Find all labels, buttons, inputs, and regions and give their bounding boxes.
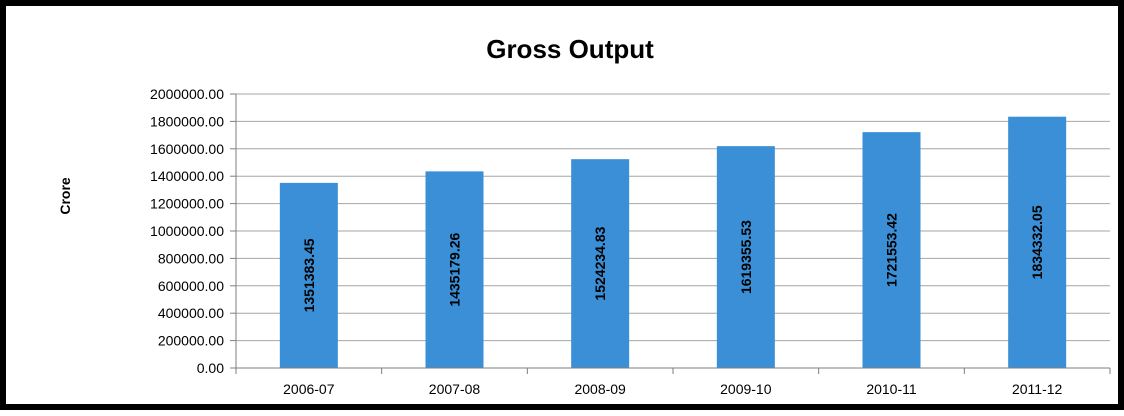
y-tick-label: 1600000.00 <box>150 141 224 157</box>
bar-2009-10 <box>716 146 775 368</box>
x-tick-label: 2008-09 <box>574 381 626 397</box>
bar-value-label: 1721553.42 <box>884 213 900 287</box>
bar-value-label: 1834332.05 <box>1029 205 1045 279</box>
gross-output-chart: Gross Output Crore 1351383.45 1435179.26 1… <box>57 34 1111 397</box>
y-tick-label: 2000000.00 <box>150 86 224 102</box>
x-tick-label: 2010-11 <box>866 381 917 397</box>
bar-2006-07 <box>279 182 338 368</box>
y-axis-label: Crore <box>57 177 73 215</box>
bar-value-label: 1351383.45 <box>301 238 317 312</box>
y-tick-label: 200000.00 <box>158 333 224 349</box>
bar-2008-09 <box>571 159 630 368</box>
x-tick-label: 2007-08 <box>429 381 481 397</box>
y-tick-label: 1400000.00 <box>150 168 224 184</box>
y-tick-labels: 0.00 200000.00 400000.00 600000.00 800000.00… <box>150 86 224 376</box>
y-tick-label: 1800000.00 <box>150 113 224 129</box>
bar-value-label: 1435179.26 <box>447 232 463 306</box>
y-tick-label: 0.00 <box>197 360 224 376</box>
grid-lines <box>230 93 1110 369</box>
y-tick-label: 1200000.00 <box>150 196 224 212</box>
x-tick-label: 2011-12 <box>1012 381 1063 397</box>
y-tick-label: 400000.00 <box>158 305 224 321</box>
y-tick-label: 1000000.00 <box>150 223 224 239</box>
bars: 1351383.45 1435179.26 1524234.83 1619355.53… <box>279 116 1067 369</box>
bar-2007-08 <box>425 171 484 368</box>
y-tick-label: 800000.00 <box>158 250 224 266</box>
x-tick-label: 2006-07 <box>283 381 335 397</box>
bar-value-label: 1619355.53 <box>738 220 754 294</box>
bar-2011-12 <box>1008 116 1067 369</box>
bar-value-label: 1524234.83 <box>592 226 608 300</box>
axes <box>235 94 1111 374</box>
x-tick-label: 2009-10 <box>720 381 772 397</box>
bar-2010-11 <box>862 132 921 368</box>
y-tick-label: 600000.00 <box>158 278 224 294</box>
chart-title: Gross Output <box>486 34 654 64</box>
x-tick-labels: 2006-07 2007-08 2008-09 2009-10 2010-11 2011-… <box>283 381 1062 397</box>
